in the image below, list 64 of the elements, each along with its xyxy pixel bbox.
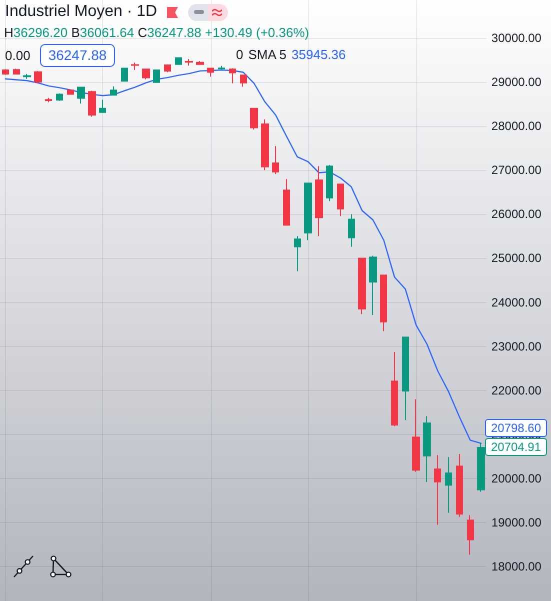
candlestick	[456, 454, 463, 518]
candlestick	[185, 58, 193, 66]
candlestick	[467, 514, 474, 556]
candlestick	[412, 398, 420, 472]
candlestick	[315, 166, 323, 237]
candlestick	[337, 184, 344, 217]
candlestick	[142, 68, 150, 80]
candlestick	[110, 86, 117, 96]
candlestick	[380, 274, 387, 332]
candlestick	[294, 236, 301, 272]
y-tick-label: 29000.00	[491, 74, 542, 89]
candlestick	[175, 56, 182, 66]
candlestick	[99, 99, 106, 114]
chart-title: Industriel Moyen · 1D	[5, 3, 158, 21]
y-tick-label: 22000.00	[491, 383, 542, 398]
line-series	[4, 69, 482, 444]
candlestick	[34, 70, 42, 84]
text: 20704.91	[485, 438, 547, 456]
candlestick	[229, 68, 236, 84]
candlestick	[13, 68, 20, 75]
candlestick	[88, 90, 96, 118]
candlestick	[153, 69, 160, 84]
candlestick	[261, 118, 269, 171]
candlestick	[45, 97, 52, 103]
y-tick-label: 26000.00	[491, 207, 542, 222]
candlestick	[326, 164, 333, 202]
candlestick	[131, 62, 139, 71]
y-tick-label: 19000.00	[491, 516, 542, 530]
candlestick	[423, 416, 431, 483]
annotation: 0.00	[5, 48, 30, 63]
candlestick	[358, 258, 366, 315]
y-tick-label: 18000.00	[491, 560, 542, 574]
y-tick-label: 28000.00	[491, 119, 542, 134]
candlestick	[23, 74, 31, 80]
y-tick-label: 25000.00	[491, 251, 542, 266]
y-tick-label: 24000.00	[491, 295, 542, 310]
y-tick-label: 20000.00	[491, 472, 542, 486]
y-tick-label: 30000.00	[491, 30, 542, 45]
candlestick	[207, 67, 214, 78]
candlestick	[272, 146, 279, 175]
candlestick	[304, 182, 312, 241]
candlestick	[240, 74, 247, 88]
candlestick	[348, 214, 355, 248]
candlestick	[445, 456, 452, 514]
candlestick	[56, 92, 63, 102]
candlestick	[164, 64, 171, 73]
candlestick	[369, 255, 377, 316]
annotation: 35945.36	[292, 47, 346, 62]
series-label: SMA 5	[248, 47, 287, 62]
y-tick-label: 23000.00	[491, 339, 542, 354]
text: H36296.20 B36061.64 C36247.88 +130.49 (+0.36%)	[4, 25, 310, 40]
candlestick	[2, 68, 9, 76]
candlestick	[121, 67, 128, 82]
candlestick	[402, 336, 409, 421]
candlestick	[391, 352, 398, 427]
candlestick	[196, 60, 204, 66]
candlestick	[250, 108, 258, 130]
candlestick	[218, 65, 225, 71]
candlestick	[67, 88, 74, 96]
annotation: 36247.88	[40, 44, 115, 67]
candlestick	[283, 178, 290, 226]
annotation: 0	[236, 47, 244, 62]
candlestick	[77, 86, 85, 104]
y-tick-label: 27000.00	[491, 163, 542, 178]
